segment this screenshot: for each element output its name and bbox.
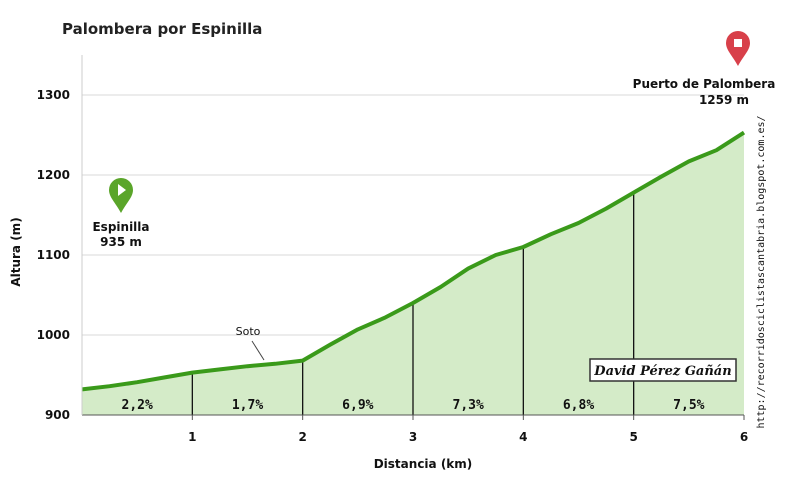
y-axis-label: Altura (m) [9, 217, 23, 286]
start-elevation: 935 m [100, 235, 142, 249]
y-tick-label: 1300 [37, 88, 70, 102]
soto-annotation: Soto [236, 325, 265, 361]
y-tick-label: 1100 [37, 248, 70, 262]
soto-label: Soto [236, 325, 261, 338]
finish-name: Puerto de Palombera [633, 77, 776, 91]
gradient-label: 6,9% [342, 398, 373, 413]
profile-area [82, 132, 744, 415]
x-tick-label: 2 [298, 430, 306, 444]
y-tick-labels: 900 1000 1100 1200 1300 [37, 88, 70, 422]
y-tick-label: 900 [45, 408, 70, 422]
finish-elevation: 1259 m [699, 93, 749, 107]
start-name: Espinilla [92, 220, 149, 234]
play-icon [118, 184, 126, 196]
watermark-url: http://recorridosciclistascantabria.blog… [756, 115, 767, 428]
x-tick-label: 1 [188, 430, 196, 444]
gradient-label: 6,8% [563, 398, 594, 413]
x-tick-label: 5 [629, 430, 637, 444]
soto-leader-line [251, 340, 265, 361]
gradient-label: 2,2% [122, 398, 153, 413]
x-axis-label: Distancia (km) [374, 457, 473, 471]
x-tick-label: 3 [409, 430, 417, 444]
y-tick-label: 1200 [37, 168, 70, 182]
finish-pin-icon [726, 31, 750, 66]
profile-line [81, 130, 746, 392]
start-pin-icon [109, 178, 133, 213]
gradient-label: 7,5% [673, 398, 704, 413]
gradient-labels: 2,2% 1,7% 6,9% 7,3% 6,8% 7,5% [122, 398, 705, 413]
finish-marker: Puerto de Palombera 1259 m [633, 31, 776, 107]
gradient-label: 7,3% [453, 398, 484, 413]
start-marker: Espinilla 935 m [92, 178, 150, 249]
y-tick-label: 1000 [37, 328, 70, 342]
signature-text: David Pérez Gañán [593, 364, 731, 379]
gradient-label: 1,7% [232, 398, 263, 413]
signature-box [589, 358, 737, 382]
author-signature: David Pérez Gañán [589, 358, 737, 382]
stop-icon [734, 39, 742, 47]
x-tick-labels: 1 2 3 4 5 6 [188, 415, 748, 444]
chart-title: Palombera por Espinilla [62, 20, 262, 38]
x-tick-label: 6 [740, 430, 748, 444]
x-tick-label: 4 [519, 430, 527, 444]
